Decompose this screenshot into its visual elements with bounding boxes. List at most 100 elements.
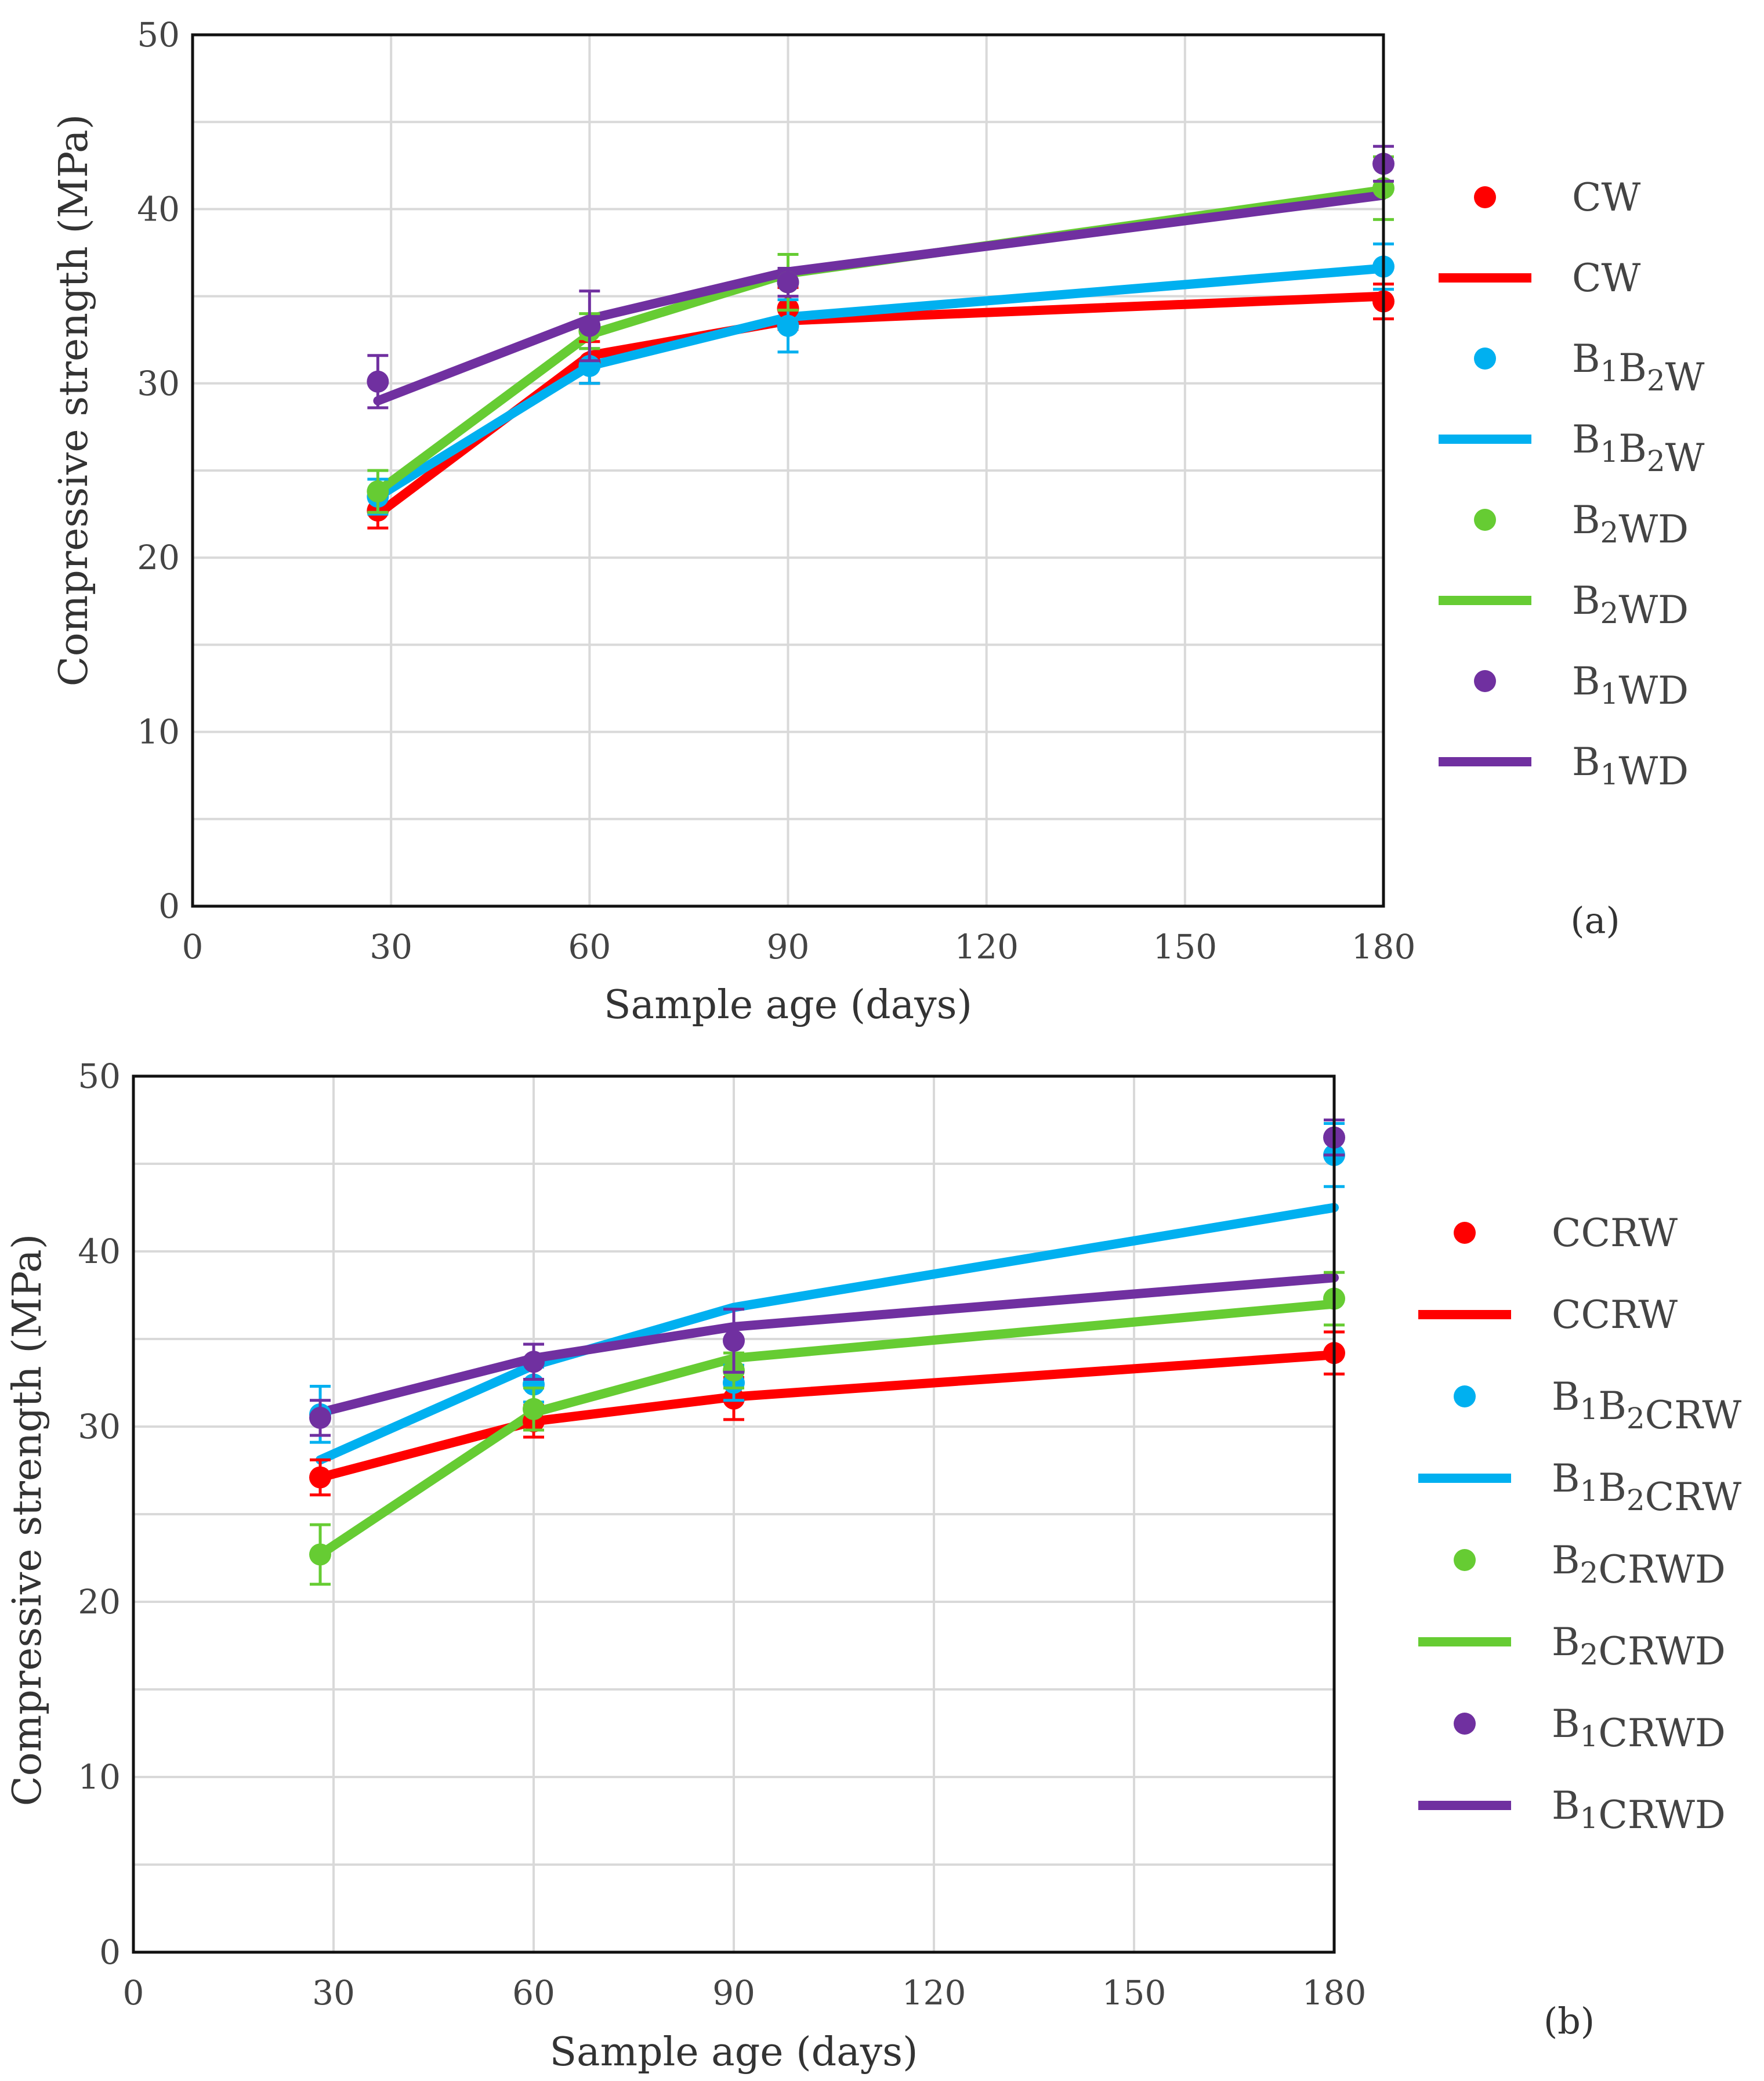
data-markers bbox=[367, 144, 1394, 530]
legend-label: B1CRWD bbox=[1552, 1702, 1726, 1756]
x-tick-label: 0 bbox=[123, 1973, 144, 2013]
legend-marker-swatch bbox=[1474, 509, 1496, 531]
x-tick-label: 120 bbox=[902, 1973, 966, 2013]
plot-frame bbox=[132, 1074, 1336, 1954]
x-tick-label: 180 bbox=[1352, 927, 1416, 967]
legend-label: CCRW bbox=[1552, 1293, 1678, 1337]
legend-label: B2CRWD bbox=[1552, 1538, 1726, 1592]
legend-item-marker-b1b2w: B1B2W bbox=[1474, 336, 1705, 400]
y-tick-label: 10 bbox=[78, 1757, 121, 1797]
legend-marker-swatch bbox=[1454, 1222, 1476, 1244]
y-tick-label: 50 bbox=[137, 15, 180, 55]
legend-label: B1B2CRW bbox=[1552, 1456, 1741, 1519]
chart-panel-a: 0 30 60 90 120 150 180 0 10 20 30 40 50 Sample age (… bbox=[51, 15, 1705, 1028]
y-tick-label: 40 bbox=[137, 189, 180, 229]
x-tick-label: 150 bbox=[1153, 927, 1217, 967]
legend: CW CW B1B2W B1B2W B2WD B2WD B1WD B1WD bbox=[1439, 175, 1705, 794]
x-axis-title: Sample age (days) bbox=[549, 2029, 918, 2075]
series-line-b1b2crw bbox=[316, 1203, 1339, 1465]
grid-lines bbox=[193, 35, 1383, 906]
legend-marker-swatch bbox=[1454, 1549, 1476, 1571]
data-point-b1crwd bbox=[723, 1330, 745, 1352]
legend-label: CW bbox=[1572, 175, 1640, 220]
tick-labels: 0 30 60 90 120 150 180 0 10 20 30 40 50 bbox=[78, 1056, 1366, 2013]
legend: CCRW CCRW B1B2CRW B1B2CRW B2CRWD B2CRWD B1CRWD… bbox=[1418, 1211, 1741, 1837]
y-tick-label: 20 bbox=[78, 1582, 121, 1622]
legend-item-marker-cw: CW bbox=[1474, 175, 1640, 220]
y-axis-title: Compressive strength (MPa) bbox=[51, 114, 97, 687]
y-tick-label: 30 bbox=[137, 364, 180, 403]
data-point-b1wd bbox=[578, 314, 601, 337]
legend-label: B1B2W bbox=[1572, 336, 1705, 400]
legend-item-line-ccrw: CCRW bbox=[1418, 1293, 1678, 1337]
tick-labels: 0 30 60 90 120 150 180 0 10 20 30 40 50 bbox=[137, 15, 1415, 967]
x-tick-label: 90 bbox=[767, 927, 810, 967]
legend-item-line-b2crwd: B2CRWD bbox=[1418, 1620, 1726, 1674]
y-tick-label: 30 bbox=[78, 1407, 121, 1446]
data-point-ccrw bbox=[309, 1466, 331, 1489]
legend-item-line-cw: CW bbox=[1439, 256, 1640, 301]
legend-item-line-b1crwd: B1CRWD bbox=[1418, 1783, 1726, 1837]
x-tick-label: 90 bbox=[712, 1973, 755, 2013]
x-tick-label: 30 bbox=[312, 1973, 355, 2013]
data-point-b1crwd bbox=[523, 1351, 545, 1373]
legend-label: CW bbox=[1572, 256, 1640, 301]
legend-label: B2WD bbox=[1572, 578, 1689, 632]
x-tick-label: 30 bbox=[370, 927, 412, 967]
chart-panel-b: 0 30 60 90 120 150 180 0 10 20 30 40 50 Sample age (… bbox=[5, 1056, 1741, 2075]
series-lines bbox=[316, 1203, 1339, 1559]
y-tick-label: 20 bbox=[137, 538, 180, 577]
series-line-b2crwd bbox=[316, 1299, 1339, 1559]
x-tick-label: 0 bbox=[182, 927, 204, 967]
series-lines bbox=[373, 185, 1388, 519]
y-tick-label: 0 bbox=[158, 886, 180, 926]
legend-marker-swatch bbox=[1454, 1385, 1476, 1407]
legend-label: B1WD bbox=[1572, 659, 1689, 713]
legend-item-marker-b2crwd: B2CRWD bbox=[1454, 1538, 1726, 1592]
legend-marker-swatch bbox=[1454, 1713, 1476, 1735]
panel-label: (b) bbox=[1544, 2000, 1595, 2042]
x-tick-label: 60 bbox=[568, 927, 611, 967]
legend-item-line-b1wd: B1WD bbox=[1439, 740, 1689, 794]
data-point-b1b2w bbox=[777, 314, 799, 337]
series-line-ccrw bbox=[316, 1350, 1339, 1482]
legend-marker-swatch bbox=[1474, 670, 1496, 692]
legend-item-line-b1b2crw: B1B2CRW bbox=[1418, 1456, 1741, 1519]
series-line-b1crwd bbox=[316, 1273, 1339, 1417]
legend-marker-swatch bbox=[1474, 348, 1496, 370]
legend-label: B1CRWD bbox=[1552, 1783, 1726, 1837]
legend-label: CCRW bbox=[1552, 1211, 1678, 1255]
series-line-b1b2w bbox=[373, 263, 1388, 502]
data-point-b2crwd bbox=[523, 1398, 545, 1420]
legend-item-marker-b1crwd: B1CRWD bbox=[1454, 1702, 1726, 1756]
data-point-b1wd bbox=[777, 271, 799, 294]
legend-item-line-b2wd: B2WD bbox=[1439, 578, 1689, 632]
x-tick-label: 180 bbox=[1302, 1973, 1367, 2013]
data-point-b1wd bbox=[367, 370, 389, 393]
x-tick-label: 120 bbox=[954, 927, 1019, 967]
data-point-b1crwd bbox=[309, 1406, 331, 1429]
y-axis-title: Compressive strength (MPa) bbox=[5, 1234, 50, 1807]
data-point-b2wd bbox=[367, 480, 389, 503]
legend-label: B2WD bbox=[1572, 498, 1689, 552]
x-axis-title: Sample age (days) bbox=[604, 982, 972, 1028]
legend-item-marker-b1wd: B1WD bbox=[1474, 659, 1689, 713]
data-point-b2crwd bbox=[309, 1543, 331, 1566]
legend-item-marker-ccrw: CCRW bbox=[1454, 1211, 1678, 1255]
legend-item-marker-b2wd: B2WD bbox=[1474, 498, 1689, 552]
legend-label: B1B2W bbox=[1572, 417, 1705, 480]
legend-item-line-b1b2w: B1B2W bbox=[1439, 417, 1705, 480]
legend-item-marker-b1b2crw: B1B2CRW bbox=[1454, 1374, 1741, 1438]
legend-label: B1WD bbox=[1572, 740, 1689, 794]
x-tick-label: 150 bbox=[1102, 1973, 1167, 2013]
legend-label: B1B2CRW bbox=[1552, 1374, 1741, 1438]
legend-marker-swatch bbox=[1474, 186, 1496, 208]
y-tick-label: 40 bbox=[78, 1232, 121, 1271]
legend-label: B2CRWD bbox=[1552, 1620, 1726, 1674]
x-tick-label: 60 bbox=[512, 1973, 555, 2013]
plot-frame bbox=[191, 33, 1385, 908]
panel-label: (a) bbox=[1570, 899, 1620, 942]
series-line-b1wd bbox=[373, 190, 1388, 406]
